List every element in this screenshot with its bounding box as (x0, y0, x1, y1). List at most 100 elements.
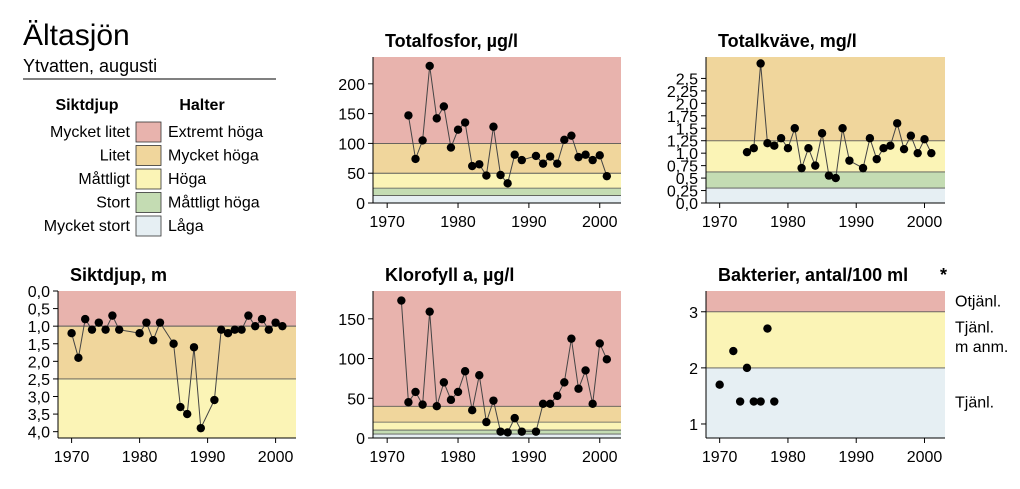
band-high (373, 173, 621, 189)
data-point (155, 318, 165, 327)
data-point (811, 161, 820, 170)
data-point (756, 59, 765, 68)
legend-level-label: Extremt höga (168, 124, 263, 141)
x-tick-label: 1980 (440, 449, 476, 466)
data-point (135, 329, 144, 338)
data-point (742, 147, 752, 157)
data-point (742, 363, 752, 373)
legend-level-label: Mycket höga (168, 148, 259, 165)
data-point (824, 171, 834, 180)
data-point (517, 155, 526, 165)
data-point (74, 353, 83, 363)
y-tick-label: 2,25 (667, 84, 698, 101)
y-tick-label: 2,0 (28, 354, 50, 371)
data-point (602, 171, 612, 181)
data-point (489, 122, 498, 131)
y-tick-label: 0 (356, 431, 365, 448)
x-tick-label: 1980 (770, 449, 806, 466)
data-point (432, 114, 441, 123)
y-tick-label: 2,0 (676, 96, 698, 113)
legend-depth-label: Måttligt (78, 170, 130, 188)
x-tick-label: 1990 (838, 214, 874, 231)
data-point (264, 325, 273, 334)
legend: Siktdjup Halter Mycket litet Extremt höga… (44, 97, 263, 237)
band-extreme (373, 291, 621, 407)
legend-depth-label: Litet (100, 148, 131, 165)
data-point (446, 143, 456, 152)
data-point (251, 321, 260, 331)
y-tick-label: 100 (338, 136, 365, 153)
data-point (217, 325, 226, 334)
data-point (439, 378, 449, 387)
data-point (496, 170, 505, 180)
data-point (446, 395, 456, 405)
data-point (838, 124, 847, 133)
data-point (237, 325, 246, 334)
data-point (538, 159, 548, 168)
x-tick-label: 1980 (122, 449, 158, 466)
data-point (927, 148, 936, 158)
y-tick-label: 2 (689, 361, 698, 378)
y-tick-label: 4,0 (28, 425, 50, 442)
legend-rows: Mycket litet Extremt höga Litet Mycket höga… (44, 121, 263, 237)
data-point (189, 343, 199, 352)
data-point (770, 141, 779, 150)
data-point (545, 152, 555, 161)
series-line (71, 314, 283, 431)
legend-level-label: Måttligt höga (168, 194, 260, 212)
legend-swatch (135, 145, 162, 166)
legend-level-label: Låga (168, 217, 204, 235)
band-low (373, 434, 621, 438)
data-point (257, 314, 267, 324)
legend-swatch (135, 121, 162, 143)
chart-title: Bakterier, antal/100 ml (718, 265, 908, 285)
y-tick-label: 1 (689, 417, 698, 434)
data-point (797, 163, 806, 173)
legend-header-halter: Halter (179, 97, 224, 114)
data-point (210, 395, 219, 405)
x-tick-label: 2000 (258, 449, 294, 466)
y-tick-label: 50 (347, 391, 365, 408)
data-point (865, 134, 875, 143)
data-point (906, 131, 916, 140)
chart-kvave: 0,00,250,50,751,01,251,51,752,02,252,5 19… (667, 31, 945, 231)
data-point (756, 397, 765, 406)
x-tick-label: 1990 (190, 449, 226, 466)
x-tick-label: 1990 (511, 214, 547, 231)
y-tick-label: 0,0 (676, 196, 698, 213)
data-point (510, 413, 519, 423)
data-point (595, 151, 604, 160)
data-point (531, 151, 541, 161)
data-point (475, 371, 484, 380)
band-very_high (58, 326, 296, 379)
x-tick-label: 1970 (702, 214, 738, 231)
y-tick-label: 100 (338, 352, 365, 369)
band-high (706, 311, 945, 368)
data-point (588, 155, 597, 165)
data-point (503, 179, 512, 188)
data-point (729, 346, 738, 356)
data-point (223, 329, 233, 338)
y-tick-label: 200 (338, 77, 365, 94)
data-point (763, 139, 772, 148)
data-point (475, 160, 484, 169)
data-point (404, 111, 413, 120)
data-point (886, 141, 895, 150)
data-point (397, 296, 406, 305)
data-point (595, 339, 604, 348)
data-point (418, 136, 427, 145)
chart-title: Totalkväve, mg/l (718, 31, 857, 51)
data-point (439, 102, 449, 111)
y-tick-label: 3,5 (28, 407, 50, 424)
data-point (602, 355, 612, 364)
band-moderate (706, 171, 945, 189)
band-low (706, 367, 945, 438)
chart-title: Siktdjup, m (70, 265, 167, 285)
data-point (770, 397, 779, 406)
data-point (715, 380, 724, 389)
data-point (453, 387, 463, 397)
y-tick-label: 150 (338, 312, 365, 329)
data-point (149, 336, 158, 345)
